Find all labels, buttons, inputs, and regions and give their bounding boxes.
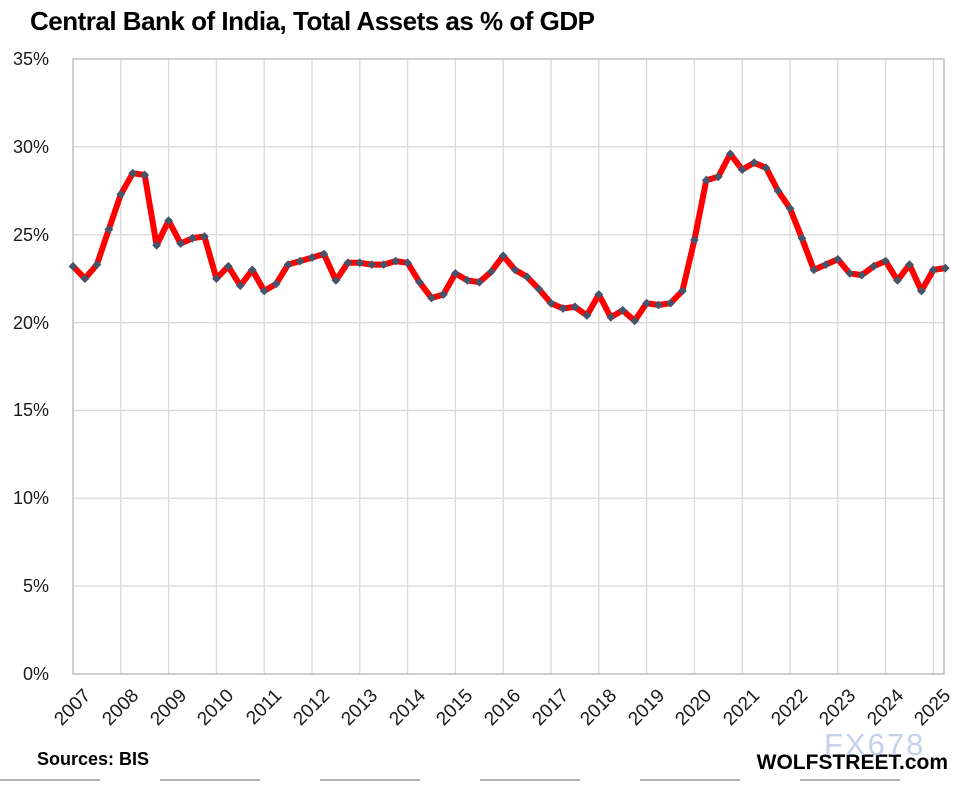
y-tick-label: 35% <box>12 49 49 69</box>
data-point-marker <box>343 258 353 268</box>
data-point-marker <box>68 261 78 271</box>
data-point-marker <box>666 298 675 308</box>
data-point-marker <box>690 235 699 245</box>
data-point-markers <box>68 149 950 326</box>
data-point-marker <box>570 302 580 312</box>
data-point-marker <box>678 286 687 296</box>
data-point-marker <box>379 260 389 269</box>
y-tick-label: 30% <box>12 136 49 157</box>
y-tick-label: 15% <box>12 400 49 421</box>
data-point-marker <box>654 300 663 310</box>
data-point-marker <box>427 293 436 303</box>
data-point-marker <box>403 258 412 268</box>
y-tick-label: 20% <box>12 312 49 333</box>
data-point-marker <box>833 254 843 264</box>
data-point-marker <box>128 168 138 178</box>
data-point-marker <box>391 256 400 266</box>
data-point-marker <box>940 263 950 273</box>
data-point-marker <box>630 316 639 326</box>
data-point-marker <box>235 281 245 291</box>
data-point-marker <box>773 186 783 196</box>
data-point-marker <box>845 269 855 278</box>
data-point-marker <box>618 305 628 315</box>
data-point-marker <box>259 286 269 296</box>
data-point-marker <box>905 260 914 269</box>
data-point-marker <box>582 311 592 320</box>
data-point-marker <box>642 298 651 308</box>
data-point-marker <box>881 256 890 266</box>
data-point-marker <box>857 270 867 280</box>
data-point-marker <box>737 165 747 175</box>
data-point-marker <box>749 158 759 168</box>
data-point-marker <box>534 284 544 294</box>
data-point-marker <box>223 261 233 271</box>
data-point-marker <box>809 265 819 275</box>
chart-title: Central Bank of India, Total Assets as %… <box>30 6 595 36</box>
data-point-marker <box>713 172 723 182</box>
data-point-marker <box>725 149 735 159</box>
sources-note: Sources: BIS <box>37 749 150 769</box>
data-point-marker <box>594 290 604 299</box>
data-point-marker <box>92 260 102 269</box>
plot-frame <box>72 58 945 675</box>
data-point-marker <box>761 163 771 173</box>
data-point-marker <box>785 204 795 213</box>
data-point-marker <box>606 312 616 322</box>
data-point-marker <box>917 286 926 296</box>
data-point-marker <box>415 277 424 287</box>
data-point-marker <box>295 256 305 266</box>
data-point-marker <box>558 304 568 313</box>
y-tick-label: 10% <box>12 488 49 509</box>
data-point-marker <box>140 170 150 180</box>
data-point-marker <box>486 267 496 276</box>
data-point-marker <box>188 233 197 243</box>
y-tick-label: 5% <box>22 576 49 597</box>
data-point-marker <box>893 276 902 285</box>
data-point-marker <box>546 298 556 308</box>
data-point-marker <box>176 239 185 248</box>
data-point-marker <box>164 216 173 226</box>
data-point-marker <box>212 274 221 283</box>
data-point-marker <box>355 258 365 268</box>
y-tick-label: 25% <box>12 224 49 245</box>
data-point-marker <box>271 279 281 289</box>
data-point-marker <box>200 232 209 241</box>
data-point-marker <box>367 260 377 269</box>
bottom-divider <box>0 779 953 781</box>
data-point-marker <box>701 175 711 185</box>
data-point-marker <box>510 265 520 275</box>
data-point-marker <box>247 265 257 275</box>
data-point-marker <box>116 189 126 199</box>
wolfstreet-brand: WOLFSTREET.com <box>756 751 948 774</box>
y-tick-label: 0% <box>22 664 49 684</box>
data-point-marker <box>462 276 472 285</box>
data-point-marker <box>821 260 831 269</box>
data-point-marker <box>439 290 448 299</box>
data-point-marker <box>869 261 878 271</box>
data-point-marker <box>307 253 317 262</box>
gridlines <box>73 59 944 674</box>
data-point-marker <box>80 274 90 283</box>
data-point-marker <box>104 225 114 234</box>
data-point-marker <box>474 277 484 287</box>
data-point-marker <box>319 249 329 259</box>
data-point-marker <box>498 251 508 261</box>
data-point-marker <box>451 269 460 278</box>
data-point-marker <box>797 233 807 243</box>
fx678-watermark: FX678 <box>824 727 926 762</box>
data-point-marker <box>522 272 532 282</box>
data-point-marker <box>283 260 293 269</box>
data-point-marker <box>152 240 161 250</box>
data-point-marker <box>929 265 938 275</box>
data-point-marker <box>331 276 341 285</box>
